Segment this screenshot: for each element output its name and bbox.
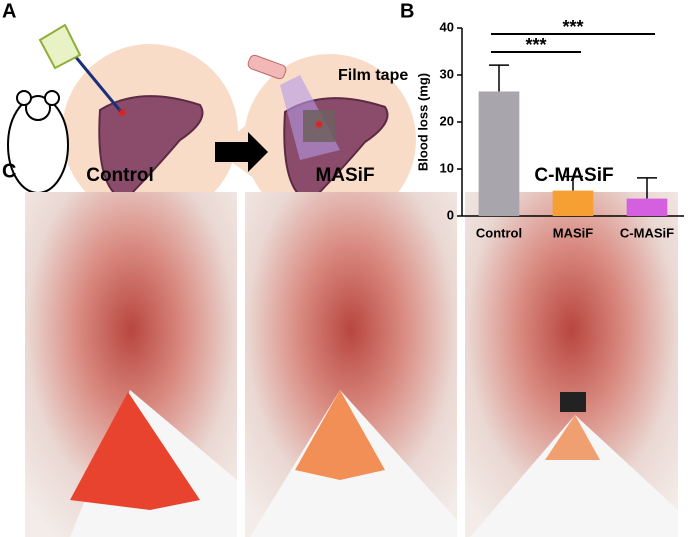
y-tick-label: 20 — [440, 113, 454, 128]
illustration: ✷ ✷ Film tape — [7, 23, 416, 226]
y-tick-label: 30 — [440, 66, 454, 81]
panel-label: C — [2, 160, 16, 182]
photo-title: C-MASiF — [534, 165, 613, 186]
significance-label: *** — [525, 35, 546, 55]
y-axis-label: Blood loss (mg) — [415, 73, 430, 171]
svg-text:✷: ✷ — [116, 105, 128, 121]
x-tick-label: MASiF — [553, 225, 594, 240]
bar — [626, 198, 668, 216]
panel-label: A — [2, 0, 16, 22]
y-tick-label: 0 — [447, 207, 454, 222]
svg-text:✷: ✷ — [313, 117, 325, 133]
y-tick-label: 40 — [440, 19, 454, 34]
panel-label: B — [400, 0, 414, 22]
photos — [25, 192, 678, 537]
significance-label: *** — [562, 17, 583, 37]
photo-title: MASiF — [315, 165, 374, 186]
x-tick-label: C-MASiF — [620, 225, 674, 240]
illustration-label: Film tape — [338, 67, 408, 84]
bar — [552, 190, 594, 216]
y-tick-label: 10 — [440, 160, 454, 175]
bar — [478, 91, 520, 216]
x-tick-label: Control — [476, 225, 522, 240]
photo-title: Control — [86, 165, 154, 186]
